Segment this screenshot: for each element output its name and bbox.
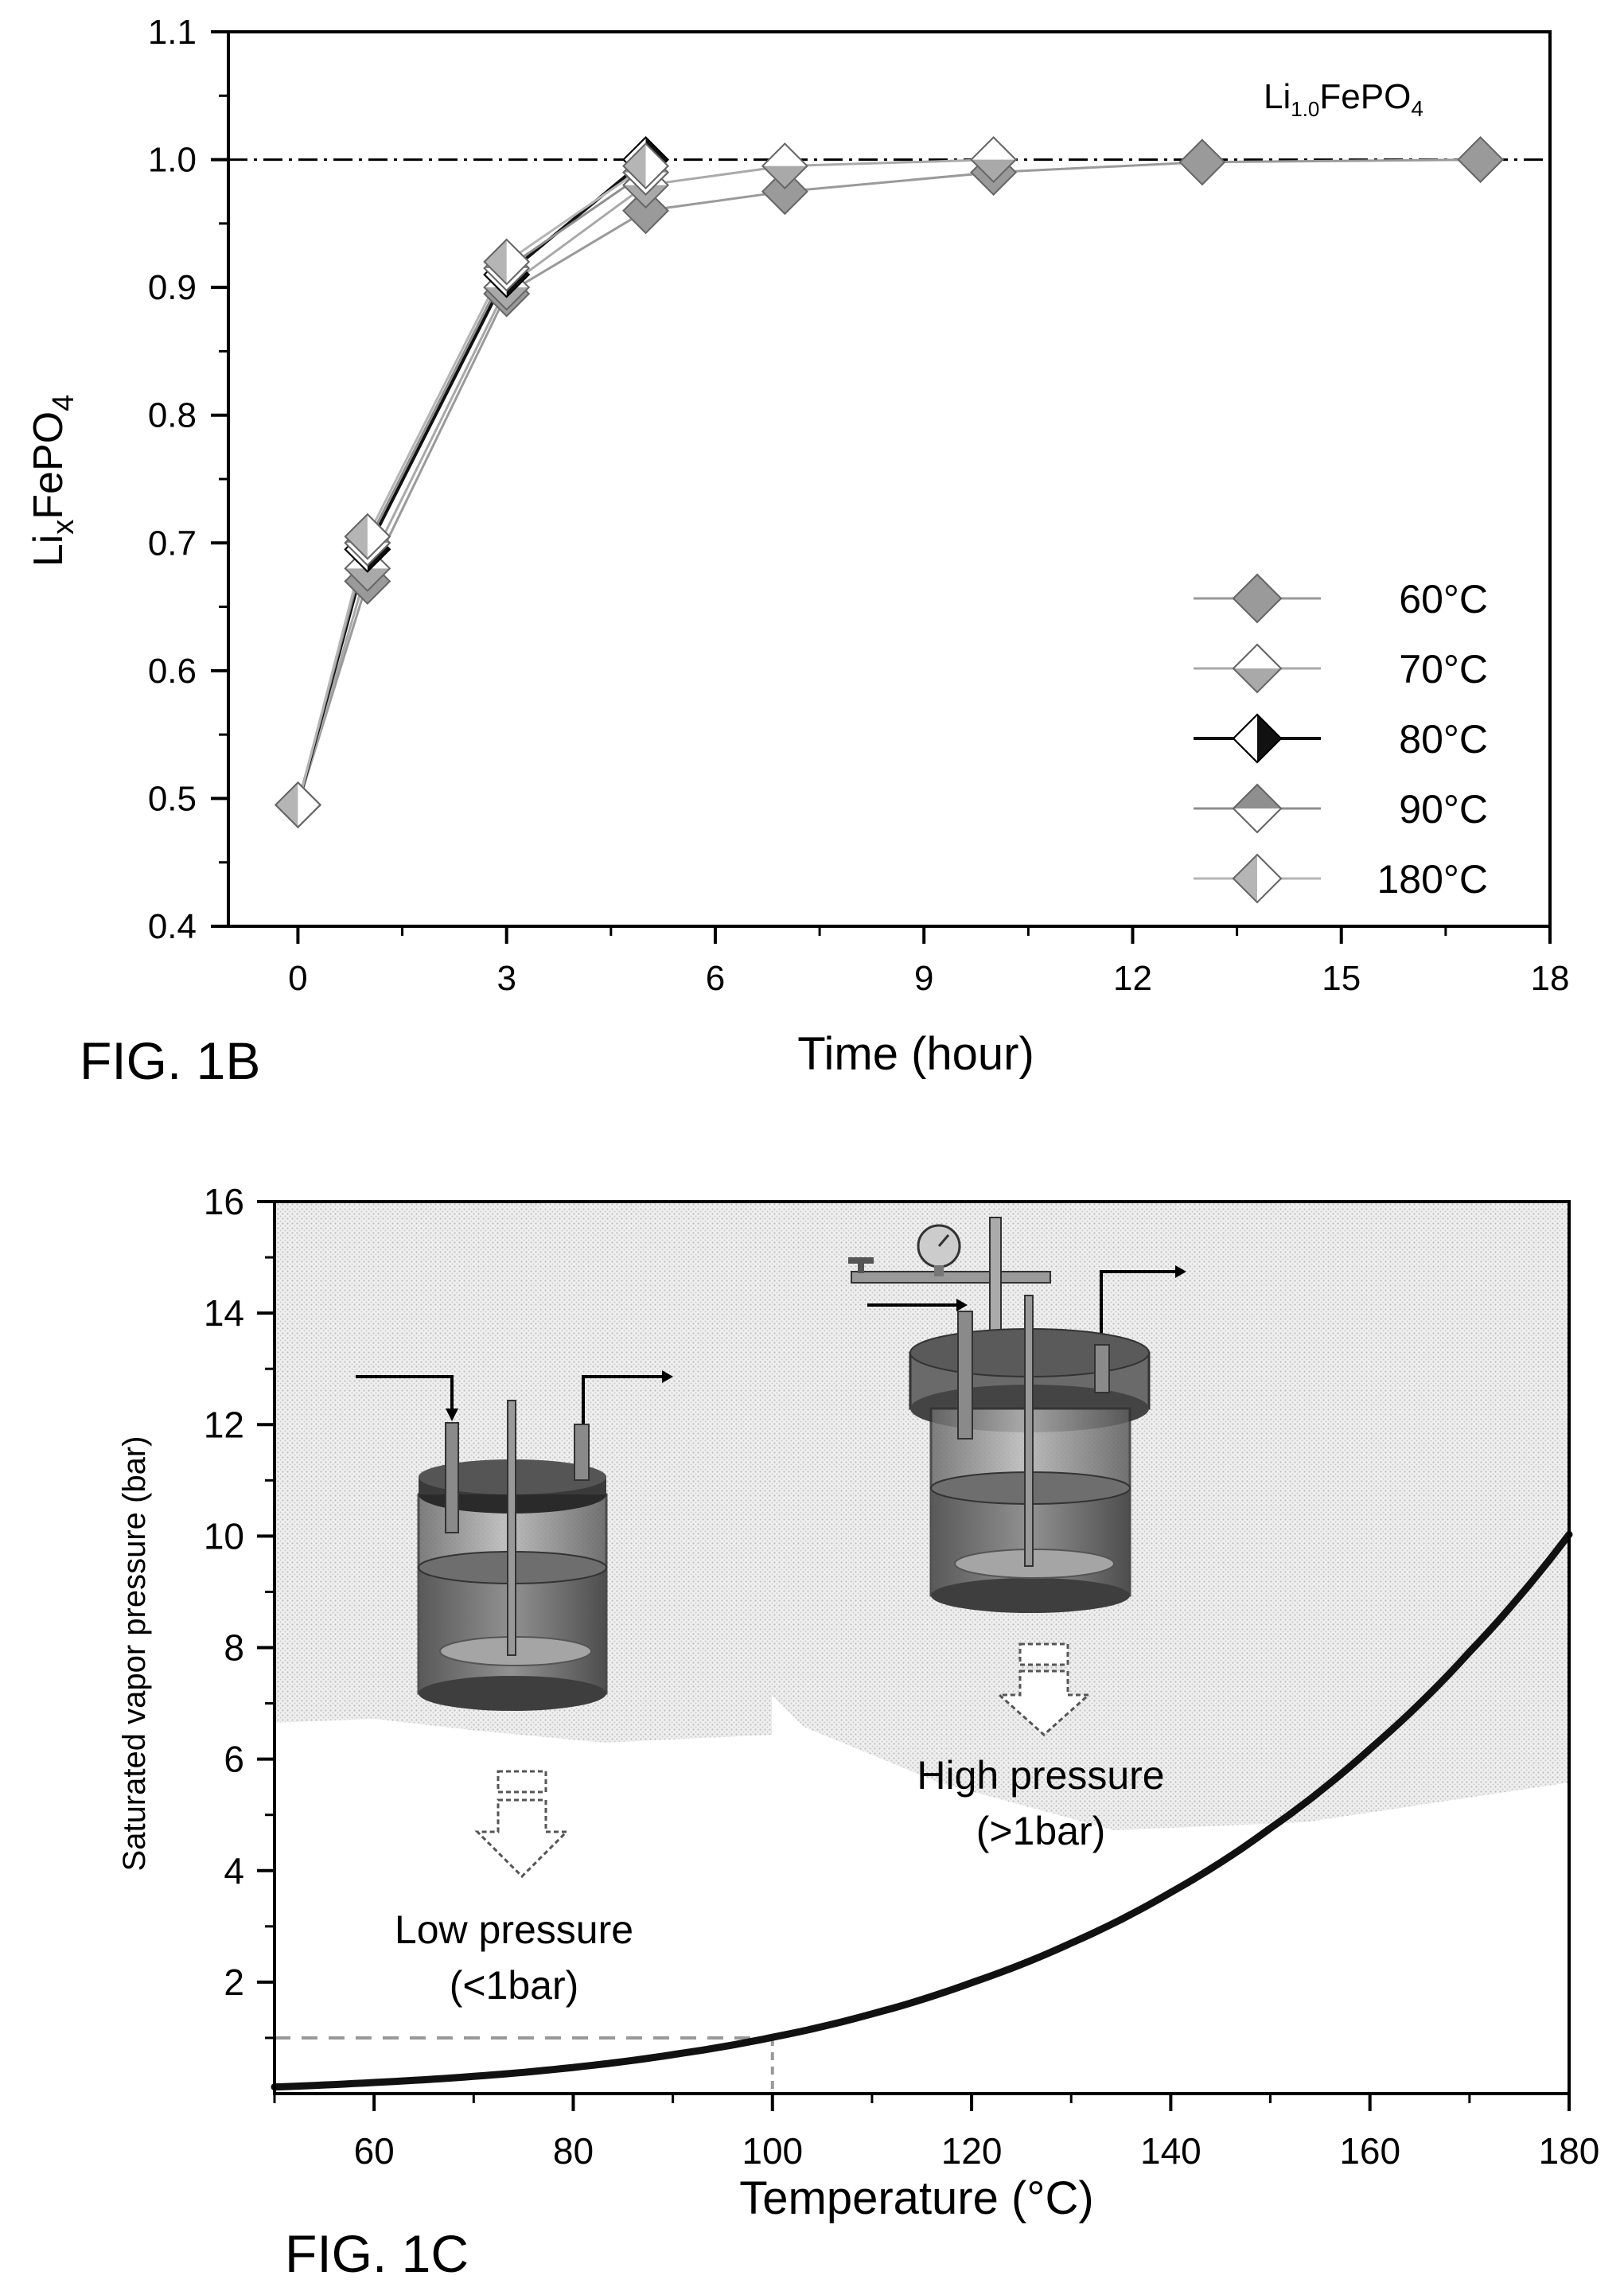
x-tick-label: 180 (1539, 2130, 1600, 2172)
x-tick-label: 15 (1322, 959, 1361, 998)
series-line (296, 158, 647, 806)
legend-marker (1232, 573, 1283, 624)
plot-frame (273, 1200, 1571, 2095)
x-tick-label: 60 (354, 2130, 395, 2172)
x-tick-label: 18 (1531, 959, 1570, 998)
data-point (483, 238, 531, 286)
y-axis-label: Saturated vapor pressure (bar) (117, 1436, 152, 1872)
low-pressure-value: (<1bar) (450, 1963, 579, 2008)
x-tick-label: 140 (1140, 2130, 1201, 2172)
y-tick-label: 2 (224, 1962, 244, 2003)
y-tick-label: 14 (204, 1292, 244, 1334)
legend-label: 70°C (1399, 647, 1488, 692)
legend-label: 180°C (1377, 857, 1488, 902)
low-pressure-reactor-illustration (356, 1370, 673, 1711)
data-point (1457, 136, 1504, 183)
series-line (296, 165, 647, 805)
y-tick-label: 1.1 (148, 13, 197, 52)
chart-annotation: Li1.0FePO4 (1264, 77, 1423, 121)
y-tick-label: 0.6 (148, 652, 197, 691)
y-tick-label: 0.5 (148, 779, 197, 818)
y-tick-label: 0.4 (148, 907, 197, 946)
y-tick-label: 0.9 (148, 268, 197, 307)
low-pressure-arrow (474, 1770, 570, 1879)
high-pressure-label: High pressure (917, 1753, 1164, 1798)
figure-label: FIG. 1B (80, 1031, 260, 1090)
y-tick-label: 10 (204, 1515, 244, 1556)
y-tick-label: 16 (204, 1181, 244, 1222)
data-point (970, 136, 1018, 183)
data-point (275, 781, 321, 828)
legend-marker (1232, 713, 1283, 764)
plot-frame (227, 30, 1552, 928)
x-tick-label: 3 (497, 959, 516, 998)
high-pressure-value: (>1bar) (976, 1809, 1106, 1853)
x-axis-label: Temperature (°C) (739, 2172, 1093, 2224)
figure-label: FIG. 1C (285, 2224, 469, 2283)
vapor-pressure-curve (271, 1530, 1573, 2091)
series-line (296, 158, 1481, 805)
data-point (761, 142, 808, 190)
legend-label: 90°C (1399, 787, 1488, 832)
y-tick-label: 12 (204, 1404, 244, 1445)
legend-label: 60°C (1399, 577, 1488, 621)
series-line (296, 171, 647, 805)
data-point (344, 512, 391, 560)
x-tick-label: 100 (742, 2130, 803, 2172)
chart-fig-1c: 60 80 100 120 140 160 180 2 4 6 8 10 12 14 16 (117, 1181, 1599, 2283)
x-tick-label: 12 (1113, 959, 1152, 998)
legend-label: 80°C (1399, 717, 1488, 762)
series-line (296, 158, 994, 805)
x-tick-label: 80 (553, 2130, 594, 2172)
data-point (761, 168, 808, 216)
y-tick-label: 8 (224, 1627, 244, 1669)
x-tick-label: 120 (941, 2130, 1003, 2172)
x-axis-label: Time (hour) (797, 1028, 1034, 1080)
legend-marker (1232, 783, 1283, 834)
y-tick-label: 1.0 (148, 141, 197, 180)
data-point (622, 187, 669, 235)
x-tick-label: 9 (914, 959, 933, 998)
high-pressure-reactor-illustration (848, 1217, 1186, 1613)
legend: 60°C 70°C 80°C 90°C 180°C (1194, 573, 1488, 904)
legend-marker (1232, 853, 1283, 904)
x-tick-label: 0 (288, 959, 307, 998)
chart-fig-1b: 0 3 6 9 12 15 18 0.4 0.5 0.6 0.7 0.8 0.9 1.0 1.1 Li1.0… (25, 13, 1569, 1090)
y-axis-label: LixFePO4 (25, 395, 80, 567)
y-tick-label: 6 (224, 1739, 244, 1780)
legend-marker (1232, 643, 1283, 694)
low-pressure-label: Low pressure (395, 1907, 633, 1952)
y-tick-label: 0.8 (148, 396, 197, 435)
y-tick-label: 4 (224, 1850, 244, 1892)
x-tick-label: 6 (706, 959, 725, 998)
data-point (622, 142, 669, 190)
high-pressure-arrow (996, 1642, 1092, 1737)
y-tick-label: 0.7 (148, 524, 197, 563)
data-point (1178, 138, 1226, 186)
x-tick-label: 160 (1339, 2130, 1400, 2172)
